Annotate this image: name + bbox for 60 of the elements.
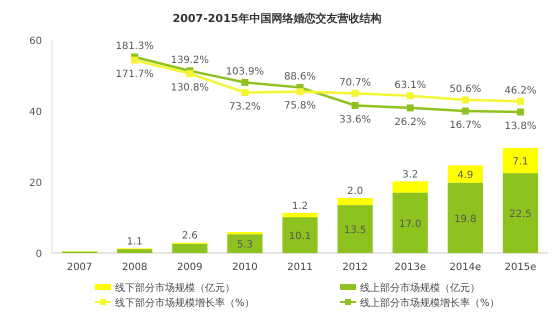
legend-label: 线上部分市场规模增长率（%） — [360, 297, 500, 309]
x-tick-label: 2010 — [232, 262, 258, 273]
point — [462, 96, 469, 104]
data-label: 171.7% — [116, 69, 154, 80]
data-label: 26.2% — [394, 116, 426, 128]
x-tick-label: 2007 — [66, 262, 92, 273]
point — [352, 102, 359, 109]
data-label: 16.7% — [449, 120, 482, 132]
data-label: 5.3 — [236, 240, 253, 251]
legend-label: 线下部分市场规模（亿元） — [115, 282, 235, 294]
point — [186, 70, 194, 78]
point — [516, 98, 524, 105]
point — [462, 108, 469, 115]
data-label: 70.7% — [339, 77, 371, 88]
data-label: 4.9 — [457, 170, 474, 182]
data-label: 19.8 — [454, 214, 476, 225]
point — [241, 88, 248, 96]
point — [352, 90, 359, 97]
data-label: 7.1 — [512, 156, 528, 168]
x-tick-label: 2008 — [122, 262, 148, 273]
point — [406, 104, 414, 112]
y-tick-label: 20 — [29, 178, 42, 189]
y-tick-label: 0 — [36, 249, 42, 260]
data-label: 130.8% — [170, 82, 209, 94]
point — [296, 88, 304, 96]
data-label: 46.2% — [504, 85, 536, 96]
x-tick-label: 2014e — [450, 262, 482, 273]
data-label: 88.6% — [284, 71, 316, 82]
x-tick-label: 2013e — [394, 262, 426, 273]
data-label: 63.1% — [394, 80, 426, 91]
data-label: 103.9% — [226, 66, 264, 78]
data-label: 1.1 — [126, 236, 143, 248]
data-label: 73.2% — [229, 101, 261, 112]
legend-label: 线上部分市场规模（亿元） — [360, 282, 480, 294]
x-tick-label: 2011 — [287, 262, 313, 273]
data-label: 10.1 — [288, 231, 312, 242]
point — [406, 92, 414, 100]
chart-title: 2007-2015年中国网络婚恋交友营收结构 — [172, 12, 382, 25]
y-tick-label: 60 — [29, 36, 42, 47]
x-tick-label: 2009 — [177, 262, 203, 273]
data-label: 22.5 — [509, 209, 532, 220]
data-label: 2.6 — [182, 230, 198, 242]
data-label: 33.6% — [339, 114, 371, 126]
y-tick-label: 40 — [29, 107, 42, 118]
legend-label: 线下部分市场规模增长率（%） — [115, 297, 255, 309]
x-tick-label: 2015e — [504, 262, 536, 273]
data-label: 75.8% — [284, 100, 316, 112]
point — [131, 56, 138, 64]
point — [516, 108, 524, 116]
data-label: 17.0 — [399, 218, 422, 230]
data-label: 3.2 — [402, 169, 418, 180]
data-label: 13.8% — [504, 121, 536, 132]
x-tick-label: 2012 — [342, 262, 368, 273]
data-label: 50.6% — [449, 84, 482, 95]
data-label: 181.3% — [116, 41, 154, 52]
data-label: 13.5 — [344, 225, 366, 236]
data-label: 1.2 — [292, 200, 308, 212]
data-label: 139.2% — [170, 54, 209, 66]
data-label: 2.0 — [347, 186, 364, 197]
point — [241, 78, 248, 86]
